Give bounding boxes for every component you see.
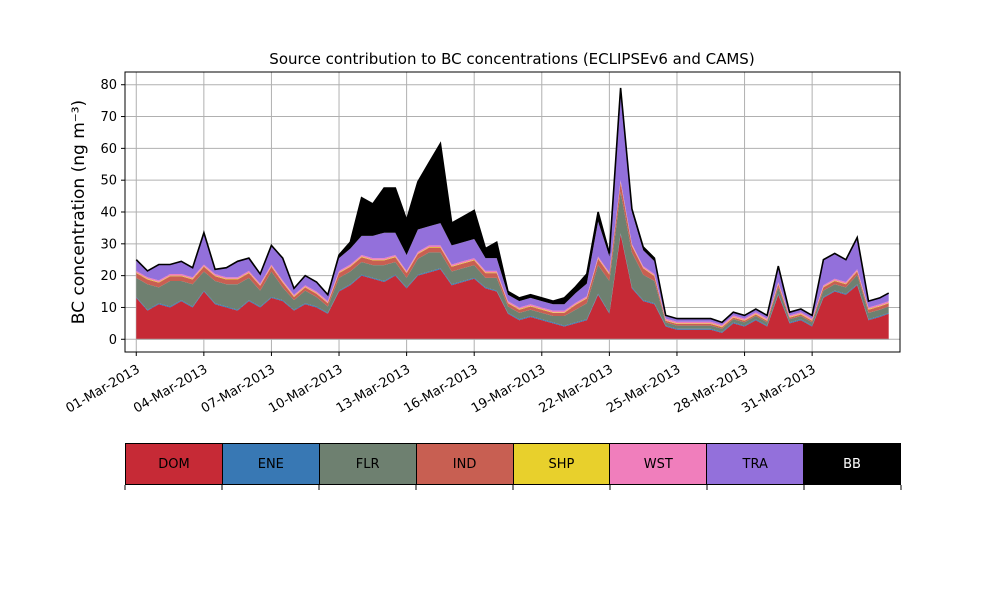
x-tick-label: 31-Mar-2013	[739, 362, 818, 416]
y-tick-label: 20	[100, 269, 117, 284]
legend-item-flr: FLR	[318, 444, 416, 484]
x-tick-label: 13-Mar-2013	[334, 362, 413, 416]
legend-item-ene: ENE	[221, 444, 319, 484]
area-ene	[136, 233, 889, 333]
chart-title: Source contribution to BC concentrations…	[269, 50, 754, 68]
x-tick-label: 25-Mar-2013	[604, 362, 683, 416]
y-tick-label: 60	[100, 142, 117, 157]
total-line	[135, 87, 890, 324]
x-tick-label: 10-Mar-2013	[266, 362, 345, 416]
y-tick-label: 10	[100, 301, 117, 316]
legend-item-dom: DOM	[126, 444, 222, 484]
x-tick-label: 01-Mar-2013	[64, 362, 143, 416]
stacked-areas	[135, 87, 890, 340]
legend-colorbar: DOM ENE FLR IND SHP WST TRA BB	[125, 443, 901, 485]
x-tick-label: 07-Mar-2013	[199, 362, 278, 416]
x-tick-label: 19-Mar-2013	[469, 362, 548, 416]
area-dom	[136, 234, 889, 340]
x-tick-label: 28-Mar-2013	[672, 362, 751, 416]
legend-item-bb: BB	[803, 444, 900, 484]
y-tick-label: 40	[100, 206, 117, 221]
y-tick-label: 0	[109, 333, 117, 348]
y-tick-label: 70	[100, 110, 117, 125]
legend-item-ind: IND	[415, 444, 513, 484]
x-tick-label: 16-Mar-2013	[401, 362, 480, 416]
legend-item-tra: TRA	[706, 444, 804, 484]
legend-item-wst: WST	[609, 444, 707, 484]
y-tick-label: 80	[100, 78, 117, 93]
y-axis-label: BC concentration (ng m⁻³)	[69, 100, 89, 324]
y-tick-label: 30	[100, 237, 117, 252]
y-tick-label: 50	[100, 174, 117, 189]
x-tick-label: 04-Mar-2013	[131, 362, 210, 416]
legend-item-shp: SHP	[512, 444, 610, 484]
x-tick-label: 22-Mar-2013	[537, 362, 616, 416]
